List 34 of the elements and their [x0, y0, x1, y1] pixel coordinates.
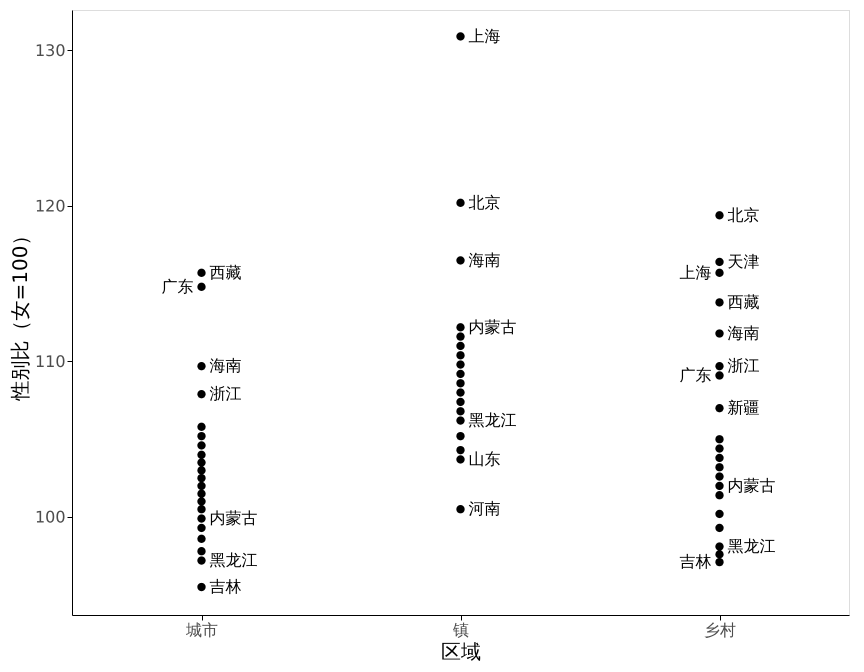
annotation: 西藏: [728, 292, 760, 312]
x-tick-label: 镇: [452, 620, 469, 640]
annotation: 北京: [728, 205, 760, 224]
y-tick-label: 130: [34, 40, 66, 60]
y-tick-label: 100: [34, 508, 66, 527]
annotation: 黑龙江: [468, 410, 516, 430]
annotation: 黑龙江: [210, 550, 258, 570]
annotation: 浙江: [210, 384, 242, 404]
annotation: 海南: [468, 250, 500, 270]
annotation: 吉林: [680, 552, 712, 572]
x-tick-label: 乡村: [704, 620, 736, 640]
x-axis-title: 区域: [441, 640, 481, 664]
annotation: 海南: [728, 323, 760, 342]
x-tick-label: 城市: [185, 620, 218, 640]
annotation: 吉林: [210, 577, 242, 596]
annotation: 天津: [728, 252, 760, 271]
annotation: 内蒙古: [728, 476, 776, 495]
annotation: 海南: [210, 356, 242, 376]
annotation: 内蒙古: [210, 508, 258, 528]
annotation: 北京: [468, 192, 500, 212]
annotation: 上海: [680, 262, 712, 282]
y-tick-label: 110: [34, 352, 66, 371]
annotation: 上海: [468, 26, 500, 46]
annotation: 内蒙古: [468, 317, 516, 336]
y-tick-label: 120: [34, 196, 66, 216]
annotation: 山东: [468, 449, 500, 468]
annotation: 浙江: [728, 356, 760, 376]
annotation: 河南: [468, 499, 500, 518]
y-axis-title: 性别比（女=100）: [8, 226, 32, 402]
annotation: 广东: [680, 365, 712, 384]
annotation: 西藏: [210, 262, 242, 282]
annotation: 黑龙江: [728, 536, 776, 556]
annotation: 广东: [162, 276, 194, 296]
annotation: 新疆: [728, 398, 760, 418]
